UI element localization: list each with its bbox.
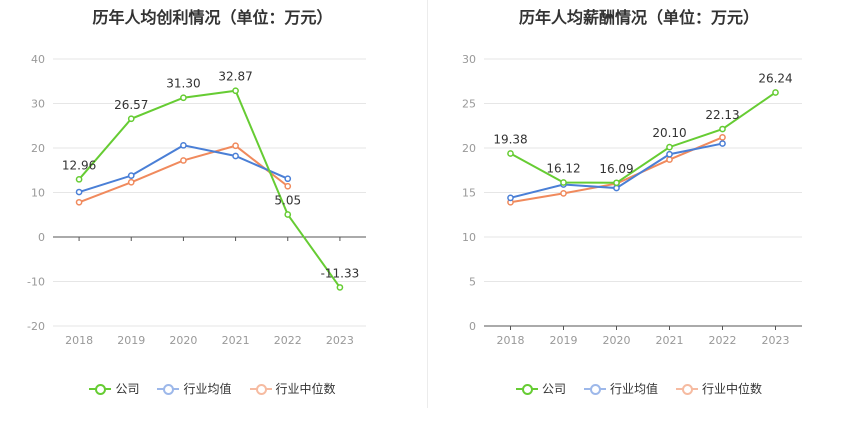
data-point-industry-avg xyxy=(127,172,135,179)
data-label: 31.30 xyxy=(166,77,200,91)
data-point-industry-median xyxy=(127,178,135,186)
x-tick-label: 2019 xyxy=(550,334,578,347)
legend-item-company[interactable]: 公司 xyxy=(515,380,566,397)
data-point-company xyxy=(232,87,239,95)
x-tick-label: 2023 xyxy=(762,334,790,347)
profit-chart-panel: 历年人均创利情况（单位：万元） -20 -10 0 10 20 30 40 2018 2019 2… xyxy=(0,8,425,397)
legend-item-industry-avg[interactable]: 行业均值 xyxy=(583,380,658,397)
data-point-industry-median xyxy=(666,156,673,163)
data-point-industry-avg xyxy=(719,140,726,147)
y-tick-label: 0 xyxy=(38,231,45,244)
data-label: 19.38 xyxy=(493,133,527,147)
legend-swatch-company xyxy=(515,383,538,395)
y-tick-label: 0 xyxy=(469,320,476,333)
data-label: 26.57 xyxy=(114,98,148,112)
data-point-industry-avg xyxy=(507,194,514,202)
legend-swatch-company xyxy=(89,383,112,395)
data-label: 5.05 xyxy=(274,194,301,208)
y-tick-label: 15 xyxy=(462,187,476,200)
legend-label-industry-median: 行业中位数 xyxy=(702,382,763,396)
data-point-industry-avg xyxy=(613,184,620,192)
legend-item-company[interactable]: 公司 xyxy=(89,380,139,397)
data-point-company xyxy=(560,179,567,186)
data-point-industry-median xyxy=(180,157,187,164)
x-tick-label: 2020 xyxy=(603,334,631,347)
data-point-company xyxy=(666,143,673,151)
data-point-industry-median xyxy=(75,198,83,206)
data-point-industry-avg xyxy=(666,150,673,158)
data-point-company xyxy=(127,115,135,123)
legend-label-company: 公司 xyxy=(541,382,566,396)
legend: 公司 行业均值 行业中位数 xyxy=(428,380,850,397)
x-tick-label: 2021 xyxy=(656,334,684,347)
legend-swatch-industry-median xyxy=(676,383,698,395)
legend-swatch-industry-avg xyxy=(157,383,180,395)
data-label: 12.96 xyxy=(62,158,96,172)
data-point-industry-median xyxy=(232,142,239,150)
salary-chart-svg: 0 5 10 15 20 25 30 2018 2019 2020 2021 2022 2023 19.3… xyxy=(462,53,802,347)
y-tick-label: 10 xyxy=(31,187,45,200)
y-tick-label: 20 xyxy=(462,142,476,155)
data-label: 26.24 xyxy=(758,71,792,85)
x-tick-label: 2020 xyxy=(169,334,197,347)
data-point-company xyxy=(75,175,83,183)
y-tick-label: 10 xyxy=(462,231,476,244)
legend-item-industry-avg[interactable]: 行业均值 xyxy=(157,380,232,397)
data-point-company xyxy=(613,179,620,187)
x-tick-label: 2022 xyxy=(274,334,302,347)
data-point-company xyxy=(284,211,292,218)
legend-swatch-industry-avg xyxy=(583,383,606,395)
x-tick-label: 2018 xyxy=(65,334,93,347)
data-label: 32.87 xyxy=(218,70,252,84)
y-tick-label: 25 xyxy=(462,98,476,111)
panel-divider xyxy=(427,0,428,408)
legend: 公司 行业均值 行业中位数 xyxy=(0,380,425,397)
data-point-company xyxy=(719,125,726,133)
data-label: 20.10 xyxy=(652,126,686,140)
y-tick-label: 5 xyxy=(469,276,476,289)
legend-swatch-industry-median xyxy=(249,383,272,395)
data-point-company xyxy=(336,284,344,291)
legend-label-company: 公司 xyxy=(115,382,140,396)
data-point-company xyxy=(180,94,187,102)
x-tick-label: 2023 xyxy=(326,334,354,347)
profit-chart-svg: -20 -10 0 10 20 30 40 2018 2019 2020 2021 2022 2023 1… xyxy=(27,53,366,347)
y-tick-label: 30 xyxy=(31,98,45,111)
salary-chart-panel: 历年人均薪酬情况（单位：万元） 0 5 10 15 20 25 30 2018 2019 2020… xyxy=(428,0,850,437)
y-tick-label: -20 xyxy=(27,320,45,333)
y-tick-label: -10 xyxy=(27,276,45,289)
series-line-industry-median xyxy=(78,144,289,204)
data-point-industry-avg xyxy=(180,141,187,149)
legend-item-industry-median[interactable]: 行业中位数 xyxy=(676,380,762,397)
data-point-industry-median xyxy=(719,133,726,141)
series-line-company xyxy=(510,91,777,184)
legend-label-industry-median: 行业中位数 xyxy=(275,382,336,396)
legend-item-industry-median[interactable]: 行业中位数 xyxy=(249,380,336,397)
x-tick-label: 2021 xyxy=(222,334,250,347)
series-line-industry-avg xyxy=(78,144,289,194)
series-line-company xyxy=(78,89,341,289)
y-tick-label: 20 xyxy=(31,142,45,155)
chart-title: 历年人均创利情况（单位：万元） xyxy=(92,8,333,27)
data-label: 16.09 xyxy=(599,162,633,176)
legend-label-industry-avg: 行业均值 xyxy=(609,382,658,396)
data-point-company xyxy=(772,89,779,96)
data-point-industry-median xyxy=(560,190,567,197)
data-point-company xyxy=(507,150,514,157)
chart-title: 历年人均薪酬情况（单位：万元） xyxy=(518,8,759,27)
data-point-industry-median xyxy=(284,182,292,190)
data-point-industry-avg xyxy=(232,152,239,160)
x-tick-label: 2018 xyxy=(497,334,525,347)
data-point-industry-avg xyxy=(284,175,292,183)
x-tick-label: 2022 xyxy=(709,334,737,347)
data-label: 22.13 xyxy=(705,108,739,122)
y-tick-label: 30 xyxy=(462,53,476,66)
data-label: -11.33 xyxy=(321,266,360,280)
x-tick-label: 2019 xyxy=(117,334,145,347)
data-point-industry-avg xyxy=(75,188,83,196)
data-label: 16.12 xyxy=(546,162,580,176)
y-tick-label: 40 xyxy=(31,53,45,66)
legend-label-industry-avg: 行业均值 xyxy=(183,382,232,396)
